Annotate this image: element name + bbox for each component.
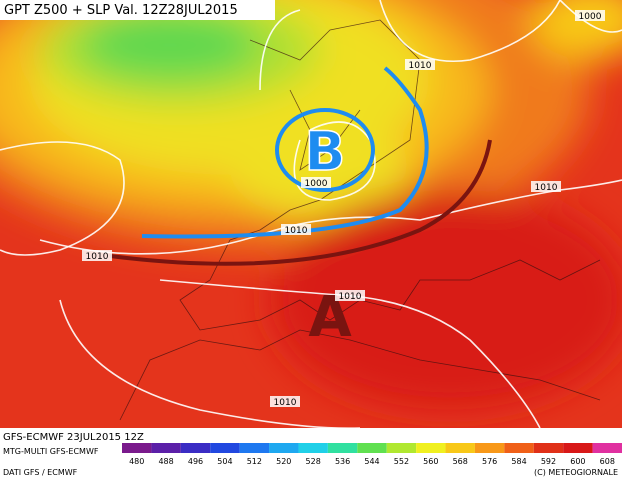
isobar-label: 1010 [86,252,109,262]
isobar-label-box [301,177,331,188]
footer-box [0,428,622,480]
colorbar-tick-label: 560 [423,457,438,466]
colorbar-tick-label: 592 [541,457,556,466]
isobar-label: 1010 [339,292,362,302]
colorbar-cell [180,443,211,453]
colorbar-cell [239,443,270,453]
isobar-label-box [281,224,311,235]
isobar-label-box [405,59,435,70]
colorbar-cell [416,443,446,453]
colorbar-cell [386,443,417,453]
isobar-label: 1010 [535,183,558,193]
colorbar-tick-label: 488 [158,457,173,466]
colorbar-cell [563,443,593,453]
colorbar-tick-label: 552 [394,457,409,466]
colorbar-tick-label: 576 [482,457,497,466]
isobar-label: 1000 [579,12,602,22]
colorbar-cell [445,443,475,453]
isobar-labels: 1000 1010 1000 1010 1010 1010 1010 1010 [82,10,605,408]
colorbar-tick-label: 520 [276,457,291,466]
title: GPT Z500 + SLP Val. 12Z28JUL2015 [4,3,238,18]
colorbar-cell [474,443,505,453]
colorbar-cell [151,443,181,453]
isobars [0,0,622,429]
colorbar-cell [210,443,240,453]
colorbar-tick-label: 496 [188,457,203,466]
colorbar-cell [269,443,299,453]
isobar-label-box [82,250,112,261]
colorbar-tick-label: 600 [570,457,585,466]
isobar-label-box [575,10,605,21]
isobar-label: 1010 [409,61,432,71]
colorbar-cell [122,443,152,453]
colorbar-cell [298,443,328,453]
isobar-label: 1010 [274,398,297,408]
colorbar-cell [533,443,564,453]
source-info: DATI GFS / ECMWF [3,468,78,477]
colorbar-tick-label: 528 [306,457,321,466]
colorbar-tick-label: 480 [129,457,144,466]
isobar-label-box [270,396,300,407]
annotations [109,66,492,266]
low-pressure-center: B [304,120,345,183]
colorbar-cell [504,443,534,453]
colorbar-cell [327,443,358,453]
colorbar-tick-label: 608 [600,457,615,466]
colorbar-tick-label: 536 [335,457,350,466]
field [0,0,622,428]
colorbar-cell [357,443,387,453]
isobar-label-box [531,181,561,192]
colorbar-tick-label: 512 [247,457,262,466]
copyright: (C) METEOGIORNALE [534,468,618,477]
isobar-label: 1010 [285,226,308,236]
colorbar-tick-label: 544 [364,457,379,466]
run-info: GFS-ECMWF 23JUL2015 12Z [3,432,144,443]
title-box [0,0,275,20]
colorbar: 480 488 496 504 512 520 528 536 544 552 560 568 576 5… [122,443,622,466]
colorbar-tick-label: 584 [511,457,526,466]
model-info: MTG-MULTI GFS-ECMWF [3,447,99,456]
colorbar-tick-label: 504 [217,457,232,466]
colorbar-cell [592,443,622,453]
isobar-label-box [335,290,365,301]
isobar-label: 1000 [305,179,328,189]
colorbar-tick-label: 568 [453,457,468,466]
